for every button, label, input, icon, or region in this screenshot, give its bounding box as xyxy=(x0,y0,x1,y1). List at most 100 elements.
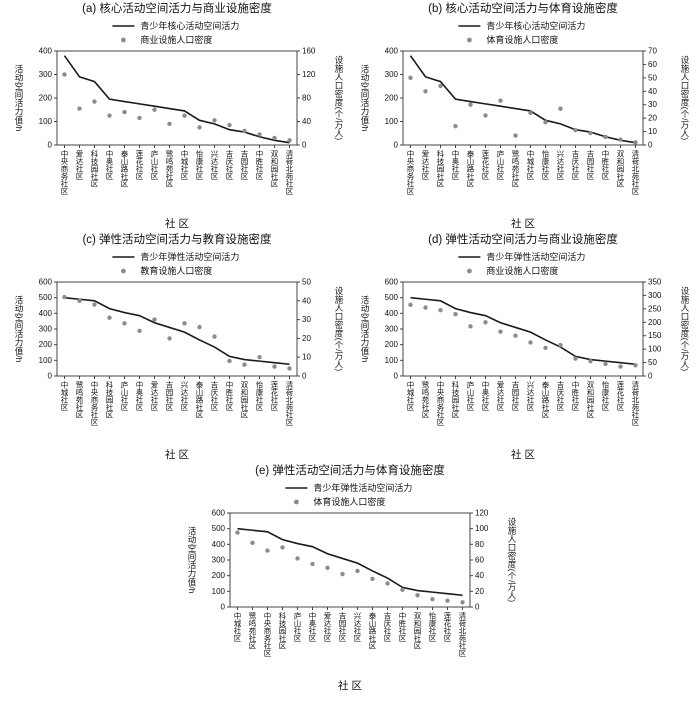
x-axis-title: 社 区 xyxy=(165,448,189,461)
legend-dot-sample xyxy=(467,37,472,43)
left-axis-tick-label: 0 xyxy=(48,141,53,150)
x-tick-label: 泰山路社区 xyxy=(195,380,204,419)
x-tick-label: 中央商务社区 xyxy=(406,149,415,196)
legend-dot-sample xyxy=(121,37,126,43)
x-tick-label: 双和园社区 xyxy=(616,150,625,188)
density-dot xyxy=(618,364,623,369)
x-tick-label: 中奥社区 xyxy=(308,611,317,643)
right-axis-tick-label: 200 xyxy=(648,318,662,327)
right-axis-tick-label: 250 xyxy=(648,304,662,313)
left-axis-tick-label: 400 xyxy=(39,47,53,56)
right-axis-tick-label: 40 xyxy=(648,87,657,96)
density-dot xyxy=(77,106,82,111)
x-tick-label: 中胜社区 xyxy=(398,611,407,643)
x-tick-label: 科技园社区 xyxy=(436,149,445,188)
x-tick-label: 爱达社区 xyxy=(323,612,332,643)
density-dot xyxy=(558,106,563,111)
density-dot xyxy=(257,355,262,360)
right-axis-tick-label: 50 xyxy=(648,358,657,367)
density-dot xyxy=(400,587,405,592)
density-dot xyxy=(272,135,277,141)
density-dot xyxy=(107,113,112,118)
left-axis-tick-label: 300 xyxy=(385,325,399,334)
density-dot xyxy=(483,113,488,118)
left-axis-tick-label: 400 xyxy=(212,540,226,549)
x-tick-label: 兴达社区 xyxy=(526,381,535,412)
density-dot xyxy=(242,362,247,367)
density-dot xyxy=(603,134,608,140)
left-axis-tick-label: 400 xyxy=(385,309,399,318)
x-tick-label: 中城社区 xyxy=(180,149,189,181)
x-tick-label: 中奥社区 xyxy=(481,380,490,412)
density-dot xyxy=(603,361,608,367)
density-dot xyxy=(430,596,435,602)
subplot-c: (c) 弹性活动空间活力与教育设施密度 0 100 200 300 400 500 600 0… xyxy=(4,233,350,464)
x-tick-label: 清荷北苑社区 xyxy=(631,149,640,196)
x-tick-label: 莲花社区 xyxy=(481,149,490,181)
chart-title-e: (e) 弹性活动空间活力与体育设施密度 xyxy=(255,465,445,477)
x-tick-label: 双和园社区 xyxy=(413,612,422,650)
x-tick-label: 中胜社区 xyxy=(255,149,264,181)
density-dot xyxy=(340,571,345,577)
x-tick-label: 吉园社区 xyxy=(511,381,520,412)
left-axis-tick-label: 200 xyxy=(39,94,53,103)
left-axis-tick-label: 100 xyxy=(212,587,226,596)
density-dot xyxy=(588,359,593,364)
legend-dot-label: 教育设施人口密度 xyxy=(140,265,212,276)
vitality-line xyxy=(237,527,463,597)
right-axis-title: 设施人口密度(个/万人) xyxy=(680,286,690,371)
density-dot xyxy=(242,128,247,134)
density-dot xyxy=(355,568,360,574)
density-dot xyxy=(385,581,390,586)
legend-dot-sample xyxy=(294,499,299,505)
density-dot xyxy=(122,321,127,326)
x-tick-label: 中奥社区 xyxy=(105,149,114,181)
x-tick-label: 中城社区 xyxy=(233,611,242,643)
density-dot xyxy=(325,565,330,571)
figure-row-1: (a) 核心活动空间活力与商业设施密度 0 100 200 300 400 0 40 80 12… xyxy=(0,2,700,233)
density-dot xyxy=(543,345,548,350)
left-axis-tick-label: 200 xyxy=(212,571,226,580)
x-tick-label: 中胜社区 xyxy=(601,149,610,181)
subplot-a: (a) 核心活动空间活力与商业设施密度 0 100 200 300 400 0 40 80 12… xyxy=(4,2,350,233)
density-dot xyxy=(272,364,277,369)
left-axis-tick-label: 400 xyxy=(39,309,53,318)
density-dot xyxy=(445,598,450,603)
x-tick-label: 双和园社区 xyxy=(586,381,595,419)
density-dot xyxy=(423,305,428,310)
left-axis-tick-label: 200 xyxy=(385,340,399,349)
x-tick-label: 中城社区 xyxy=(526,149,535,181)
density-dot xyxy=(212,334,217,339)
x-tick-label: 莲花社区 xyxy=(135,149,144,181)
right-axis-tick-label: 300 xyxy=(648,291,662,300)
subplot-d: (d) 弹性活动空间活力与商业设施密度 0 100 200 300 400 500 600 0… xyxy=(350,233,696,464)
density-dot xyxy=(265,548,270,553)
right-axis-tick-label: 40 xyxy=(302,296,311,305)
left-axis-tick-label: 0 xyxy=(221,603,226,612)
vitality-line xyxy=(409,55,636,144)
right-axis-tick-label: 0 xyxy=(648,372,653,381)
x-tick-label: 中央商务社区 xyxy=(436,380,445,427)
density-dot xyxy=(310,561,315,567)
legend-dot-label: 体育设施人口密度 xyxy=(313,496,385,507)
vitality-line xyxy=(410,296,636,366)
x-tick-label: 兴达社区 xyxy=(353,612,362,643)
left-axis-tick-label: 300 xyxy=(39,70,53,79)
x-tick-label: 庐山社区 xyxy=(120,380,129,412)
legend-line-label: 青少年核心活动空间活力 xyxy=(486,20,585,31)
x-tick-label: 爱达社区 xyxy=(150,381,159,412)
x-axis-title: 社 区 xyxy=(511,448,535,461)
x-tick-label: 鹭鸣苑社区 xyxy=(511,149,520,188)
x-tick-label: 吉园社区 xyxy=(586,150,595,181)
density-dot xyxy=(182,321,187,326)
x-tick-label: 双和园社区 xyxy=(240,381,249,419)
density-dot xyxy=(408,302,413,308)
density-dot xyxy=(573,356,578,361)
legend-line-label: 青少年弹性活动空间活力 xyxy=(140,251,239,262)
x-tick-label: 泰山路社区 xyxy=(368,611,377,650)
left-axis-tick-label: 0 xyxy=(48,372,53,381)
right-axis-tick-label: 350 xyxy=(648,278,662,287)
density-dot xyxy=(483,320,488,325)
subplot-b: (b) 核心活动空间活力与体育设施密度 0 100 200 300 400 0 10 20 30… xyxy=(350,2,696,233)
density-dot xyxy=(453,312,458,317)
